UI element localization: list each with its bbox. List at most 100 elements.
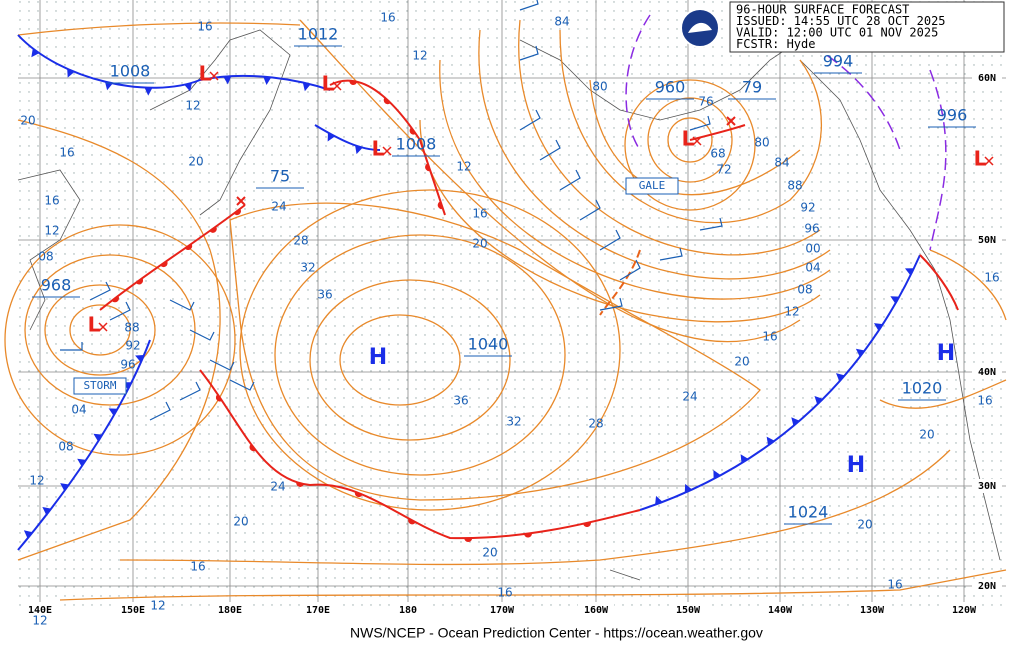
isobar-label: 04: [805, 261, 820, 275]
isobar-label: 88: [787, 179, 802, 193]
map-background: [18, 0, 1006, 610]
isobar-label: 16: [197, 20, 212, 34]
longitude-label: 170E: [306, 605, 330, 616]
isobar-label: 16: [762, 330, 777, 344]
isobar-label: 12: [29, 474, 44, 488]
pressure-label: 75: [270, 167, 290, 186]
front-symbol: [766, 436, 775, 446]
isobar-label: 08: [797, 283, 812, 297]
longitude-label: 150W: [676, 605, 701, 616]
header-line: VALID: 12:00 UTC 01 NOV 2025: [736, 26, 938, 40]
front-symbol: [135, 355, 145, 363]
front-symbol: [740, 454, 749, 464]
pressure-label: 1008: [396, 135, 437, 154]
isobar-label: 84: [554, 15, 569, 29]
label-box: [762, 602, 798, 616]
isobar-label: 12: [412, 49, 427, 63]
isobar-label: 20: [734, 355, 749, 369]
fronts: [17, 14, 959, 551]
isobar-label: 16: [59, 146, 74, 160]
warning-label: GALE: [639, 179, 666, 192]
front-symbol: [144, 87, 153, 96]
isobar-label: 80: [754, 136, 769, 150]
longitude-label: 150E: [121, 605, 145, 616]
isobar-label: 16: [977, 394, 992, 408]
isobar-label: 32: [506, 415, 521, 429]
isobar-label: 76: [698, 95, 713, 109]
label-box: [854, 602, 890, 616]
front-symbol: [104, 81, 113, 91]
pressure-label: 1012: [298, 25, 339, 44]
front-symbol: [93, 433, 103, 442]
latitude-label: 20N: [978, 581, 996, 592]
label-box: [115, 602, 151, 616]
front-symbol: [583, 522, 592, 527]
low-center: L: [322, 72, 335, 96]
isobar-label: 12: [44, 224, 59, 238]
isobar-label: 20: [233, 515, 248, 529]
front-symbol: [383, 97, 391, 105]
front-symbol: [904, 268, 914, 276]
low-x: [692, 136, 702, 146]
latitude-label: 60N: [978, 73, 996, 84]
longitude-label: 130W: [860, 605, 885, 616]
front-symbol: [184, 243, 193, 251]
label-box: [972, 479, 1002, 493]
isobar-label: 20: [857, 518, 872, 532]
front-symbol: [408, 518, 416, 525]
front-symbol: [814, 396, 823, 405]
front-symbol: [354, 491, 363, 498]
low-x: [382, 146, 392, 156]
isobar-label: 00: [805, 242, 820, 256]
header-line: ISSUED: 14:55 UTC 28 OCT 2025: [736, 14, 946, 28]
isobar-label: 24: [271, 200, 286, 214]
front-symbol: [890, 296, 900, 304]
label-box: [972, 71, 1002, 85]
front-symbol: [524, 533, 532, 538]
isobar-label: 92: [800, 201, 815, 215]
label-box: [670, 602, 706, 616]
front-symbol: [233, 208, 242, 216]
front-symbol: [77, 458, 87, 467]
coastlines: [17, 29, 1001, 581]
front-symbol: [60, 483, 69, 492]
isobar-label: 12: [32, 614, 47, 628]
front-symbol: [296, 482, 304, 487]
front-symbol: [355, 145, 363, 155]
low-center: L: [682, 127, 695, 151]
isobar-label: 92: [125, 339, 140, 353]
wind-barbs: [60, 0, 723, 421]
isobar-label: 08: [58, 440, 73, 454]
front-symbol: [327, 132, 336, 142]
label-box: [22, 602, 58, 616]
footer: NWS/NCEP - Ocean Prediction Center - htt…: [350, 625, 763, 641]
isobar-label: 12: [150, 599, 165, 613]
front-symbol: [437, 201, 443, 210]
isobar-label: 84: [774, 156, 789, 170]
low-center: L: [974, 147, 987, 171]
isobar-label: 08: [38, 250, 53, 264]
high-center: H: [369, 345, 387, 370]
isobar-label: 16: [44, 194, 59, 208]
isobar-label: 20: [919, 428, 934, 442]
pressure-label: 968: [41, 276, 72, 295]
header-line: 96-HOUR SURFACE FORECAST: [736, 3, 909, 17]
front-symbol: [836, 373, 845, 382]
front-symbol: [111, 295, 119, 303]
latitude-label: 40N: [978, 367, 996, 378]
front-symbol: [215, 394, 223, 402]
longitude-label: 140E: [28, 605, 52, 616]
longitude-label: 140W: [768, 605, 793, 616]
label-box: [972, 233, 1002, 247]
isobar-label: 88: [124, 321, 139, 335]
label-box: [972, 365, 1002, 379]
pressure-label: 79: [742, 78, 762, 97]
header-box: [729, 1, 1005, 53]
isobar-label: 12: [456, 160, 471, 174]
front-symbol: [464, 538, 473, 543]
low-x: [98, 322, 108, 332]
longitude-label: 120W: [952, 605, 977, 616]
front-symbol: [873, 323, 883, 331]
isobar-label: 36: [453, 394, 468, 408]
low-center: L: [372, 137, 385, 161]
